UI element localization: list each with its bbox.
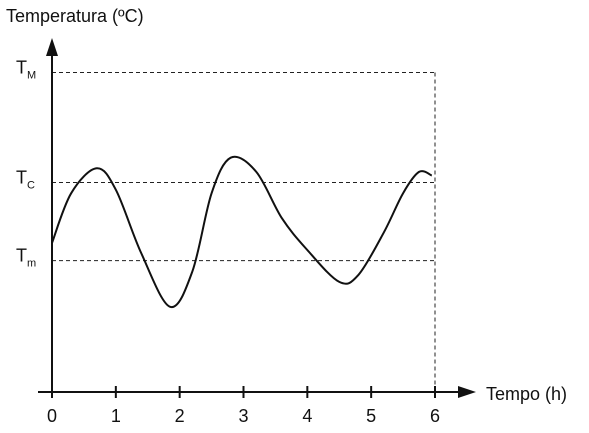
x-tick-label-3: 3: [238, 406, 248, 426]
label-main: T: [16, 58, 27, 78]
x-tick-label-2: 2: [175, 406, 185, 426]
label-main: T: [16, 168, 27, 188]
label-subscript: m: [27, 258, 36, 270]
x-ticks: 0 1 2 3 4 5 6: [47, 386, 440, 426]
x-axis-title: Tempo (h): [486, 384, 567, 404]
label-subscript: M: [27, 70, 36, 82]
y-axis-arrow: [46, 38, 58, 56]
temperature-curve: [51, 155, 433, 308]
reference-label-TC: TC: [16, 168, 35, 192]
x-axis-arrow: [458, 386, 476, 398]
reference-label-Tm: Tm: [16, 246, 36, 270]
x-tick-label-5: 5: [366, 406, 376, 426]
label-subscript: C: [27, 180, 35, 192]
y-axis-title: Temperatura (ºC): [6, 6, 144, 26]
x-tick-label-0: 0: [47, 406, 57, 426]
reference-lines: [52, 72, 436, 392]
axes: [38, 38, 476, 398]
label-main: T: [16, 246, 27, 266]
reference-label-TM: TM: [16, 58, 36, 82]
x-tick-label-1: 1: [111, 406, 121, 426]
x-tick-label-6: 6: [430, 406, 440, 426]
x-tick-label-4: 4: [302, 406, 312, 426]
